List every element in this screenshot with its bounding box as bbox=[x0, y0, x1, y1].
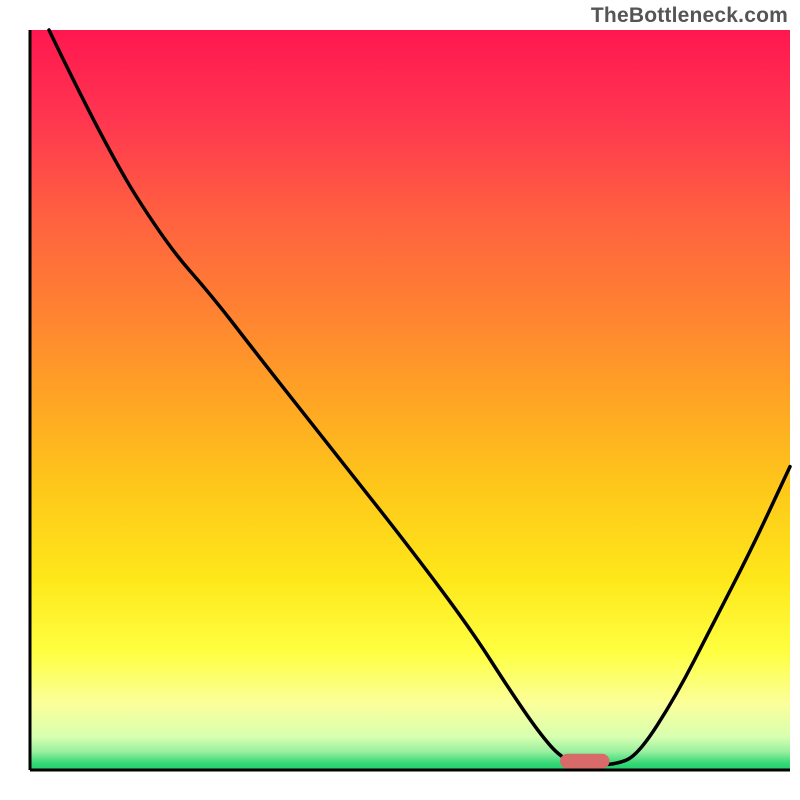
optimal-marker bbox=[560, 754, 609, 769]
bottleneck-chart: TheBottleneck.com bbox=[0, 0, 800, 800]
plot-background bbox=[30, 30, 790, 770]
watermark-text: TheBottleneck.com bbox=[591, 4, 788, 28]
chart-svg bbox=[0, 0, 800, 800]
